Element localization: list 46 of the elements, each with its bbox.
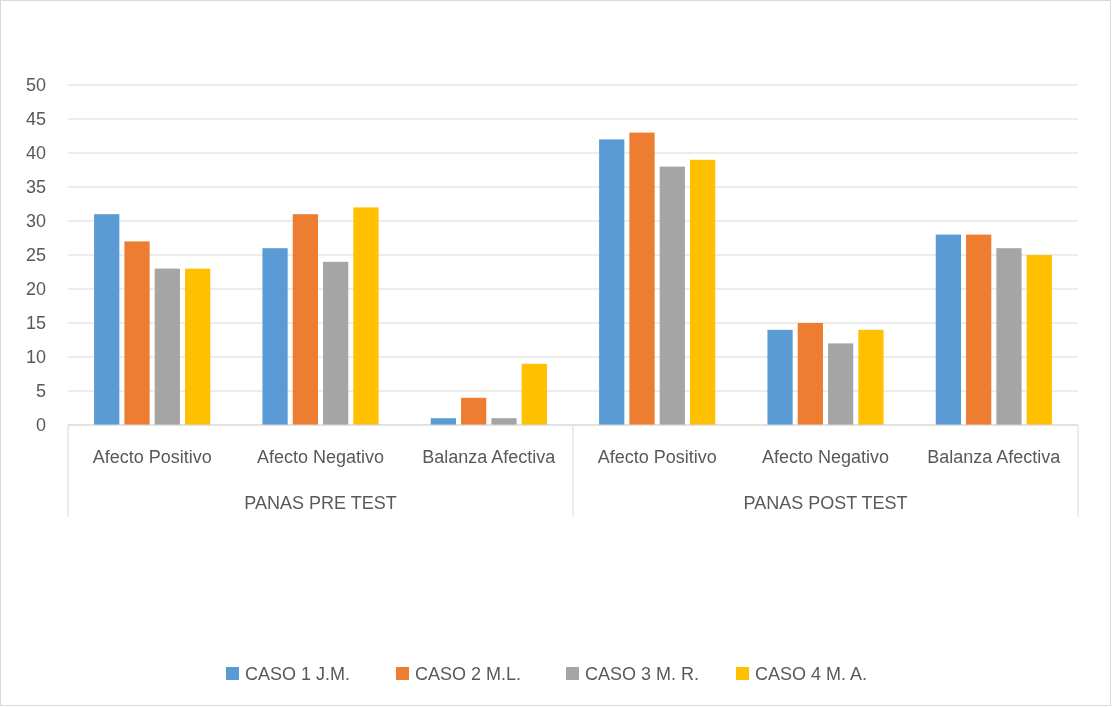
x-tick-label: Balanza Afectiva — [422, 447, 557, 467]
bar — [154, 268, 180, 425]
bar — [323, 261, 349, 425]
y-tick-label: 30 — [25, 211, 46, 232]
y-tick-label: 25 — [25, 245, 46, 266]
bar — [184, 268, 211, 425]
bar — [935, 234, 962, 425]
x-tick-label: Afecto Negativo — [256, 447, 385, 467]
y-tick-label: 35 — [25, 177, 46, 198]
bar — [1026, 255, 1052, 425]
legend-label: CASO 3 M. R. — [585, 664, 700, 685]
y-tick-label: 15 — [25, 313, 46, 334]
bar — [491, 418, 517, 425]
y-tick-label: 40 — [25, 143, 46, 164]
y-tick-label: 10 — [25, 347, 46, 368]
bar — [521, 363, 547, 425]
bar — [996, 248, 1022, 425]
legend-label: CASO 1 J.M. — [245, 664, 351, 685]
x-tick-label: Balanza Afectiva — [927, 447, 1062, 467]
bar — [966, 234, 992, 425]
x-tick-label: Afecto Negativo — [761, 447, 890, 467]
y-tick-label: 45 — [25, 109, 46, 130]
y-tick-label: 5 — [35, 381, 46, 402]
bar — [262, 248, 288, 425]
legend-label: CASO 2 M.L. — [415, 664, 522, 685]
bar — [767, 329, 793, 425]
bar — [858, 329, 884, 425]
y-tick-label: 0 — [35, 415, 46, 436]
text: PANAS POST TEST — [743, 493, 908, 513]
bar — [629, 132, 655, 425]
bar — [599, 139, 625, 425]
bar — [94, 214, 120, 425]
x-tick-label: Afecto Positivo — [597, 447, 717, 467]
legend-label: CASO 4 M. A. — [755, 664, 868, 685]
bar — [461, 397, 487, 425]
bar — [659, 166, 685, 425]
y-tick-label: 20 — [25, 279, 46, 300]
bar — [828, 343, 854, 425]
y-tick-label: 50 — [25, 75, 46, 96]
bar — [292, 214, 318, 425]
bar — [353, 207, 379, 425]
text: PANAS PRE TEST — [244, 493, 397, 513]
bar — [124, 241, 150, 425]
x-tick-label: Afecto Positivo — [92, 447, 212, 467]
bar — [689, 159, 716, 425]
bar — [797, 323, 823, 425]
